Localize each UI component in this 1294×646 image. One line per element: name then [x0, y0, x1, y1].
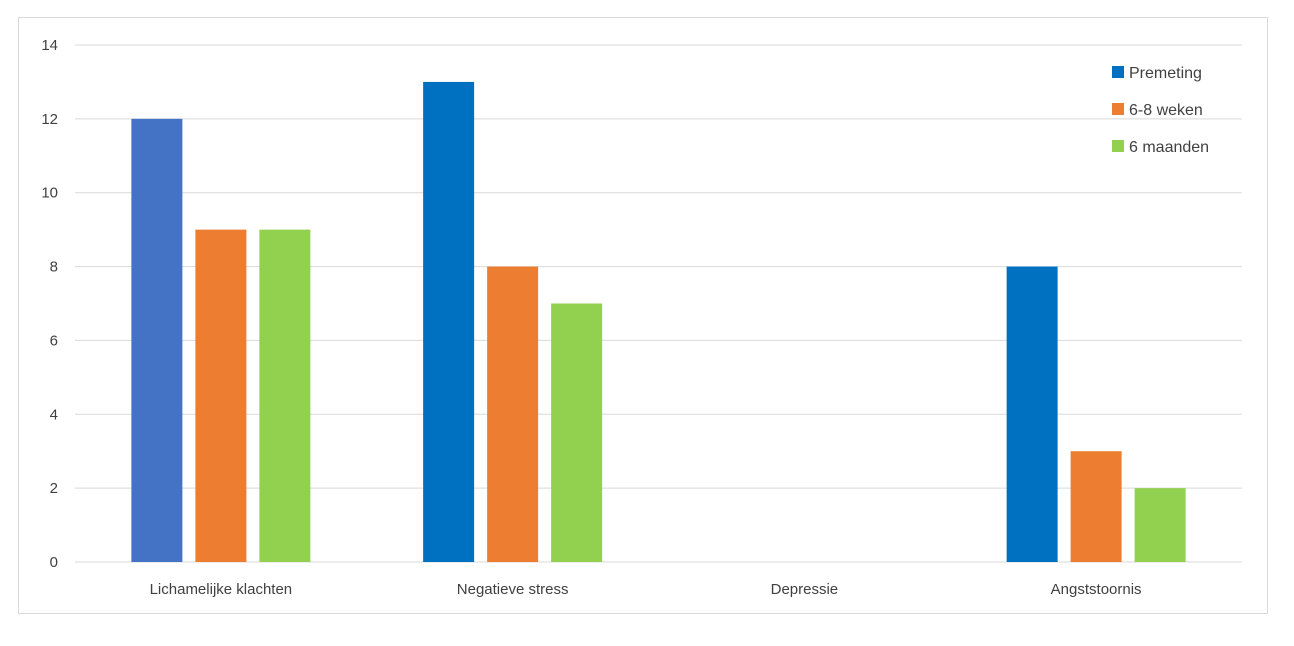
- gridlines: [75, 44, 1242, 563]
- legend-swatch: [1112, 103, 1124, 115]
- bar: [1134, 488, 1186, 562]
- bar: [551, 303, 603, 562]
- x-tick-label: Lichamelijke klachten: [150, 581, 293, 598]
- bars: [131, 81, 1186, 562]
- legend: Premeting 6-8 weken 6 maanden: [1112, 65, 1209, 156]
- bar: [259, 229, 311, 562]
- y-tick-label: 4: [50, 406, 58, 423]
- y-tick-label: 0: [50, 554, 58, 571]
- bar: [423, 81, 475, 562]
- y-tick-label: 14: [41, 37, 58, 54]
- y-tick-label: 8: [50, 259, 58, 276]
- x-axis-ticks: Lichamelijke klachten Negatieve stress Dep…: [150, 581, 1142, 598]
- legend-swatch: [1112, 66, 1124, 78]
- legend-label: Premeting: [1129, 65, 1202, 82]
- legend-swatch: [1112, 140, 1124, 152]
- bar: [1006, 266, 1058, 562]
- y-tick-label: 12: [41, 111, 58, 128]
- x-tick-label: Negatieve stress: [457, 581, 569, 598]
- x-tick-label: Depressie: [771, 581, 839, 598]
- bar: [131, 118, 183, 562]
- bar: [1070, 451, 1122, 562]
- bar: [195, 229, 247, 562]
- y-tick-label: 2: [50, 480, 58, 497]
- bar: [487, 266, 539, 562]
- y-axis-ticks: 0 2 4 6 8 10 12 14: [41, 37, 58, 571]
- x-tick-label: Angststoornis: [1051, 581, 1142, 598]
- legend-label: 6 maanden: [1129, 139, 1209, 156]
- y-tick-label: 6: [50, 332, 58, 349]
- legend-label: 6-8 weken: [1129, 102, 1203, 119]
- y-tick-label: 10: [41, 185, 58, 202]
